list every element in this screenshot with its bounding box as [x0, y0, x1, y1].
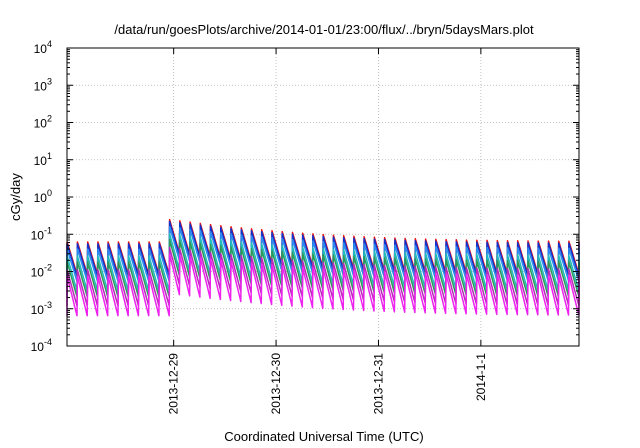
y-tick-label: 10-2 [31, 263, 52, 280]
y-tick-label: 10-4 [31, 337, 52, 354]
y-tick-label: 10-1 [31, 225, 52, 242]
series-line [66, 252, 580, 317]
x-tick-label: 2013-12-29 [167, 353, 181, 415]
y-tick-label: 10-3 [31, 300, 52, 317]
x-axis-ticks: 2013-12-29 2013-12-30 2013-12-31 2014-1-1 [167, 48, 488, 414]
x-tick-label: 2014-1-1 [474, 353, 488, 401]
chart-title: /data/run/goesPlots/archive/2014-01-01/2… [114, 22, 534, 37]
x-axis-label: Coordinated Universal Time (UTC) [224, 429, 423, 444]
y-axis-label: cGy/day [8, 173, 23, 221]
x-tick-label: 2013-12-31 [371, 353, 385, 415]
y-tick-label: 104 [34, 39, 52, 56]
series-group [66, 218, 580, 317]
y-tick-label: 100 [34, 188, 52, 205]
x-tick-label: 2013-12-30 [269, 353, 283, 415]
y-tick-label: 103 [34, 76, 52, 93]
y-axis-ticks: 10-4 10-3 10-2 10-1 100 101 102 103 104 [31, 39, 579, 354]
y-tick-label: 101 [34, 151, 52, 168]
y-tick-label: 102 [34, 114, 52, 131]
